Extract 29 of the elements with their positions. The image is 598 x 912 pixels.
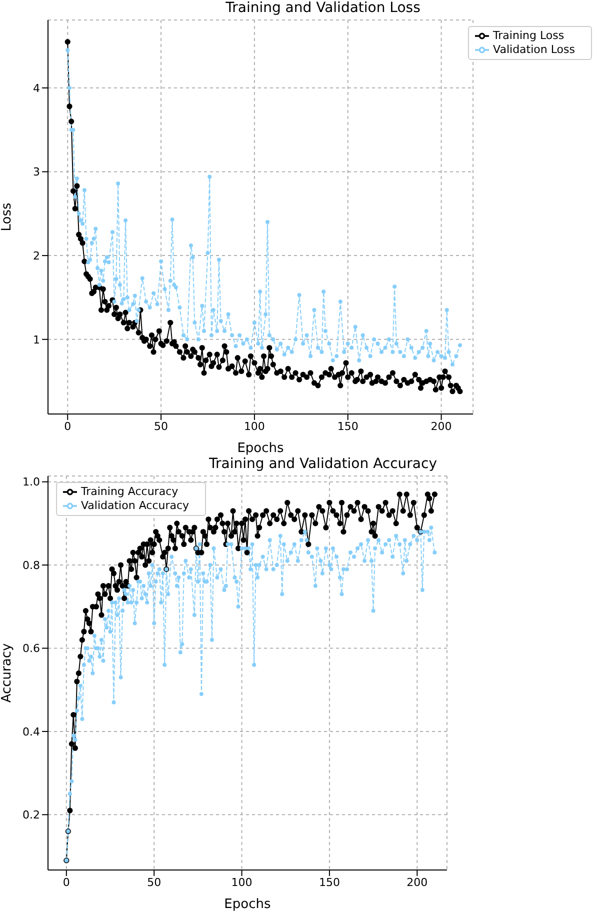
y-axis-title: Accuracy [0, 643, 15, 703]
x-tick-label: 150 [337, 420, 358, 433]
y-tick-label: 0.8 [22, 558, 40, 572]
legend-label: Training Loss [493, 29, 564, 42]
x-tick-label: 0 [62, 876, 70, 889]
chart-title: Training and Validation Loss [224, 0, 422, 16]
x-axis-title: Epochs [237, 441, 284, 456]
x-tick-label: 0 [64, 420, 72, 433]
y-tick-label: 1.0 [22, 476, 40, 489]
y-tick-label: 1 [33, 333, 40, 346]
y-tick-label: 2 [33, 249, 40, 262]
x-tick-label: 50 [147, 876, 162, 889]
y-tick-label: 0.2 [22, 808, 40, 822]
y-tick-label: 3 [33, 166, 40, 179]
chart-title: Training and Validation Accuracy [208, 456, 438, 472]
y-tick-label: 4 [33, 82, 40, 95]
y-tick-label: 0.4 [22, 725, 40, 738]
legend-label: Validation Loss [493, 43, 575, 56]
legend-label: Validation Accuracy [81, 499, 190, 512]
x-tick-label: 50 [154, 420, 168, 433]
x-tick-label: 200 [430, 420, 452, 433]
y-tick-label: 0.6 [22, 642, 40, 656]
x-tick-label: 150 [318, 876, 340, 889]
x-tick-label: 100 [231, 876, 252, 889]
x-tick-label: 100 [244, 420, 265, 433]
legend-label: Training Accuracy [81, 485, 178, 498]
x-tick-label: 200 [406, 876, 428, 889]
y-axis-title: Loss [0, 202, 15, 232]
x-axis-title: Epochs [224, 897, 271, 912]
